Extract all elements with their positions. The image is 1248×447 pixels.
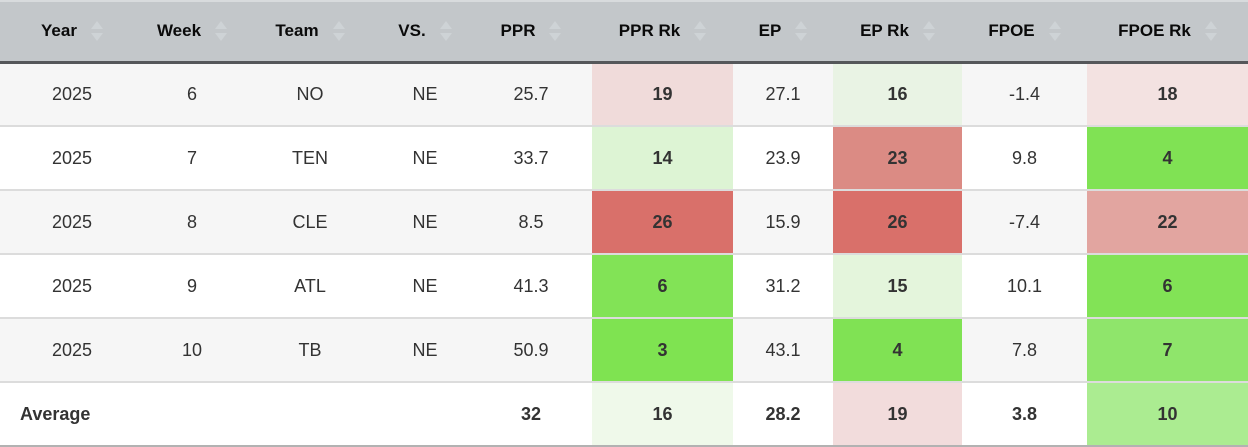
cell-ppr: 32 bbox=[470, 382, 592, 447]
cell-ep-rk: 26 bbox=[833, 190, 962, 255]
sort-arrows-icon bbox=[332, 21, 345, 42]
table-row: 2025 9 ATL NE 41.3 6 31.2 15 10.1 6 bbox=[0, 254, 1248, 319]
cell-ep-rk: 16 bbox=[833, 62, 962, 127]
col-header-label: Week bbox=[156, 21, 202, 41]
col-header-vs[interactable]: VS. bbox=[380, 2, 470, 64]
cell-ppr-rk: 26 bbox=[592, 190, 733, 255]
cell-ep-rk: 4 bbox=[833, 318, 962, 383]
cell-ppr-rk: 14 bbox=[592, 126, 733, 191]
cell-vs: NE bbox=[380, 318, 470, 383]
cell-year: 2025 bbox=[0, 126, 144, 191]
sort-arrows-icon bbox=[439, 21, 452, 42]
col-header-team[interactable]: Team bbox=[240, 2, 380, 64]
col-header-year[interactable]: Year bbox=[0, 2, 144, 64]
cell-ep: 31.2 bbox=[733, 254, 833, 319]
col-header-label: VS. bbox=[398, 21, 426, 41]
cell-vs: NE bbox=[380, 190, 470, 255]
cell-week bbox=[144, 382, 240, 447]
cell-fpoe-rk: 22 bbox=[1087, 190, 1248, 255]
col-header-ppr[interactable]: PPR bbox=[470, 2, 592, 64]
col-header-fpoe-rk[interactable]: FPOE Rk bbox=[1087, 2, 1248, 64]
col-header-label: FPOE bbox=[988, 21, 1035, 41]
sort-arrows-icon bbox=[215, 21, 228, 42]
cell-fpoe: -7.4 bbox=[962, 190, 1087, 255]
sort-arrows-icon bbox=[549, 21, 562, 42]
cell-ep-rk: 19 bbox=[833, 382, 962, 447]
cell-week: 6 bbox=[144, 62, 240, 127]
cell-ep: 27.1 bbox=[733, 62, 833, 127]
col-header-ppr-rk[interactable]: PPR Rk bbox=[592, 2, 733, 64]
cell-ep-rk: 23 bbox=[833, 126, 962, 191]
cell-team: ATL bbox=[240, 254, 380, 319]
col-header-ep-rk[interactable]: EP Rk bbox=[833, 2, 962, 64]
cell-ppr-rk: 6 bbox=[592, 254, 733, 319]
col-header-label: FPOE Rk bbox=[1118, 21, 1191, 41]
cell-ppr-rk: 3 bbox=[592, 318, 733, 383]
cell-fpoe: 3.8 bbox=[962, 382, 1087, 447]
header-row: Year Week Team VS. PPR PPR Rk EP EP Rk F… bbox=[0, 2, 1248, 64]
cell-fpoe: 7.8 bbox=[962, 318, 1087, 383]
cell-ep: 43.1 bbox=[733, 318, 833, 383]
col-header-label: Team bbox=[275, 21, 319, 41]
average-label: Average bbox=[0, 382, 144, 447]
cell-team: TB bbox=[240, 318, 380, 383]
cell-week: 8 bbox=[144, 190, 240, 255]
sort-arrows-icon bbox=[1204, 21, 1217, 42]
average-row: Average 32 16 28.2 19 3.8 10 bbox=[0, 382, 1248, 447]
cell-ppr: 8.5 bbox=[470, 190, 592, 255]
cell-ep-rk: 15 bbox=[833, 254, 962, 319]
cell-year: 2025 bbox=[0, 62, 144, 127]
table-row: 2025 6 NO NE 25.7 19 27.1 16 -1.4 18 bbox=[0, 62, 1248, 127]
cell-team bbox=[240, 382, 380, 447]
sort-arrows-icon bbox=[922, 21, 935, 42]
col-header-fpoe[interactable]: FPOE bbox=[962, 2, 1087, 64]
cell-week: 9 bbox=[144, 254, 240, 319]
cell-week: 10 bbox=[144, 318, 240, 383]
col-header-ep[interactable]: EP bbox=[733, 2, 833, 64]
cell-ep: 23.9 bbox=[733, 126, 833, 191]
cell-vs bbox=[380, 382, 470, 447]
col-header-label: EP bbox=[758, 21, 782, 41]
col-header-label: EP Rk bbox=[860, 21, 909, 41]
cell-week: 7 bbox=[144, 126, 240, 191]
cell-ppr: 50.9 bbox=[470, 318, 592, 383]
cell-fpoe: -1.4 bbox=[962, 62, 1087, 127]
cell-vs: NE bbox=[380, 254, 470, 319]
cell-vs: NE bbox=[380, 62, 470, 127]
cell-fpoe-rk: 6 bbox=[1087, 254, 1248, 319]
cell-year: 2025 bbox=[0, 254, 144, 319]
table-row: 2025 7 TEN NE 33.7 14 23.9 23 9.8 4 bbox=[0, 126, 1248, 191]
cell-team: NO bbox=[240, 62, 380, 127]
cell-vs: NE bbox=[380, 126, 470, 191]
sort-arrows-icon bbox=[694, 21, 707, 42]
cell-fpoe: 9.8 bbox=[962, 126, 1087, 191]
cell-ep: 15.9 bbox=[733, 190, 833, 255]
col-header-label: PPR bbox=[500, 21, 536, 41]
cell-fpoe: 10.1 bbox=[962, 254, 1087, 319]
sort-arrows-icon bbox=[90, 21, 103, 42]
cell-fpoe-rk: 7 bbox=[1087, 318, 1248, 383]
cell-fpoe-rk: 4 bbox=[1087, 126, 1248, 191]
cell-year: 2025 bbox=[0, 190, 144, 255]
cell-year: 2025 bbox=[0, 318, 144, 383]
cell-ppr: 41.3 bbox=[470, 254, 592, 319]
sort-arrows-icon bbox=[795, 21, 808, 42]
cell-ppr: 25.7 bbox=[470, 62, 592, 127]
col-header-label: Year bbox=[41, 21, 77, 41]
table-row: 2025 8 CLE NE 8.5 26 15.9 26 -7.4 22 bbox=[0, 190, 1248, 255]
cell-team: CLE bbox=[240, 190, 380, 255]
cell-ppr-rk: 16 bbox=[592, 382, 733, 447]
col-header-week[interactable]: Week bbox=[144, 2, 240, 64]
col-header-label: PPR Rk bbox=[618, 21, 681, 41]
cell-ppr: 33.7 bbox=[470, 126, 592, 191]
cell-team: TEN bbox=[240, 126, 380, 191]
cell-ppr-rk: 19 bbox=[592, 62, 733, 127]
cell-ep: 28.2 bbox=[733, 382, 833, 447]
cell-fpoe-rk: 10 bbox=[1087, 382, 1248, 447]
sort-arrows-icon bbox=[1048, 21, 1061, 42]
cell-fpoe-rk: 18 bbox=[1087, 62, 1248, 127]
table-row: 2025 10 TB NE 50.9 3 43.1 4 7.8 7 bbox=[0, 318, 1248, 383]
